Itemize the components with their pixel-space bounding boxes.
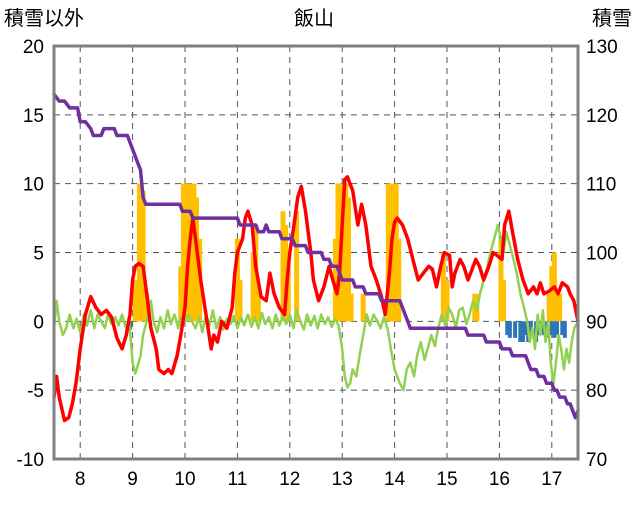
precip-bar (360, 293, 366, 322)
x-tick-label: 8 (75, 469, 86, 490)
series-lines (52, 92, 580, 423)
precip-bar (554, 293, 560, 322)
left-tick-label: 5 (33, 244, 44, 265)
precip-bar (444, 280, 450, 322)
right-axis-title: 積雪 (592, 7, 632, 30)
precip-bar-negative (562, 321, 567, 338)
right-tick-label: 90 (586, 312, 607, 333)
precip-bars (127, 183, 567, 342)
precip-bar-negative (507, 321, 512, 338)
precip-bar-negative (518, 321, 523, 342)
precip-bar (393, 183, 399, 322)
x-tick-label: 17 (541, 469, 562, 490)
left-tick-label: 10 (23, 175, 44, 196)
right-tick-label: 120 (586, 106, 618, 127)
right-tick-label: 80 (586, 381, 607, 402)
right-tick-label: 130 (586, 37, 618, 58)
x-tick-label: 15 (436, 469, 457, 490)
precip-bar-negative (505, 321, 510, 336)
chart-title: 飯山 (294, 7, 334, 30)
precip-bar (140, 190, 146, 322)
right-tick-label: 100 (586, 244, 618, 265)
precip-bar (440, 252, 446, 322)
gridlines (54, 46, 578, 459)
precip-bar (385, 183, 391, 322)
precip-bar (237, 280, 243, 322)
snow-depth-line (52, 92, 580, 420)
precip-bar-negative (520, 321, 525, 342)
precip-bar (335, 183, 341, 322)
x-tick-label: 10 (174, 469, 195, 490)
precip-bar (191, 183, 197, 322)
left-tick-label: 20 (23, 37, 44, 58)
plot-frame (52, 44, 580, 461)
x-tick-label: 11 (228, 469, 248, 490)
temperature-line (52, 175, 580, 423)
right-tick-label: 70 (586, 450, 607, 471)
precip-bar (501, 280, 507, 322)
precip-bar (183, 183, 189, 322)
precip-bar (234, 238, 240, 322)
precip-bar (546, 293, 552, 322)
precip-bar (188, 183, 194, 322)
x-tick-label: 13 (332, 469, 353, 490)
precip-bar (396, 238, 402, 322)
precip-bar (294, 211, 300, 322)
left-tick-label: -10 (17, 450, 44, 471)
precip-bar-negative (560, 321, 565, 336)
left-tick-label: -5 (27, 381, 44, 402)
precip-bar-negative (523, 321, 528, 336)
x-tick-label: 12 (279, 469, 300, 490)
precip-bar (549, 266, 555, 322)
precip-bar (391, 183, 397, 322)
precip-bar-negative (513, 321, 518, 338)
left-axis-title: 積雪以外 (4, 7, 84, 30)
precip-bar (343, 183, 349, 322)
precip-bar-negative (549, 321, 554, 336)
x-tick-label: 14 (384, 469, 406, 490)
precip-bar (557, 293, 563, 322)
precip-bar (132, 280, 138, 322)
precip-bar (180, 183, 186, 322)
precip-bar-negative (555, 321, 560, 336)
axis-labels: 20 15 10 5 0 -5 -10 130 120 110 100 90 80 70 8 9 10 11 12 1… (17, 37, 618, 490)
precip-bar (136, 183, 142, 322)
precip-bar (348, 293, 354, 322)
precip-bar (285, 266, 291, 322)
precip-bar-negative (552, 321, 557, 338)
precip-bar (340, 183, 346, 322)
left-tick-label: 15 (23, 106, 44, 127)
x-tick-label: 16 (489, 469, 510, 490)
left-tick-label: 0 (33, 312, 44, 333)
precip-bar (498, 238, 504, 322)
precip-bar (332, 238, 338, 322)
precip-bar (255, 293, 261, 322)
precip-bar (178, 266, 184, 322)
precip-bar-negative (528, 321, 533, 336)
precip-bar (280, 211, 286, 322)
x-tick-label: 9 (127, 469, 138, 490)
precip-bar (250, 252, 256, 322)
precip-bar (345, 197, 351, 322)
right-tick-label: 110 (586, 175, 616, 196)
precip-bar (283, 224, 289, 322)
